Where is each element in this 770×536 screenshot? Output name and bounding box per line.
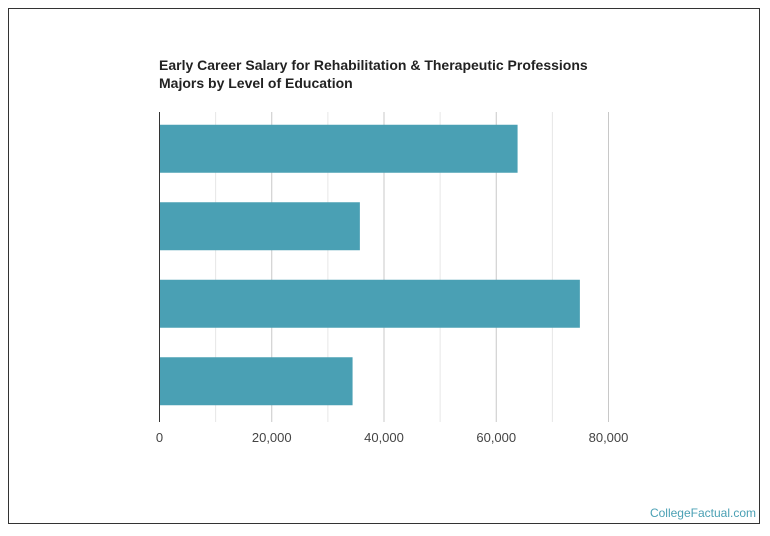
chart-title: Early Career Salary for Rehabilitation &… — [159, 56, 588, 92]
bar — [159, 124, 518, 173]
chart-title-line1: Early Career Salary for Rehabilitation &… — [159, 57, 588, 73]
x-tick-label: 80,000 — [589, 430, 629, 445]
x-tick-label: 0 — [156, 430, 163, 445]
chart-frame — [8, 8, 760, 524]
chart-title-line2: Majors by Level of Education — [159, 75, 353, 91]
x-tick-label: 60,000 — [476, 430, 516, 445]
bar — [159, 202, 360, 251]
x-tick-label: 40,000 — [364, 430, 404, 445]
bar — [159, 279, 580, 328]
bar — [159, 357, 353, 406]
credit-link[interactable]: CollegeFactual.com — [649, 506, 756, 520]
x-tick-label: 20,000 — [252, 430, 292, 445]
